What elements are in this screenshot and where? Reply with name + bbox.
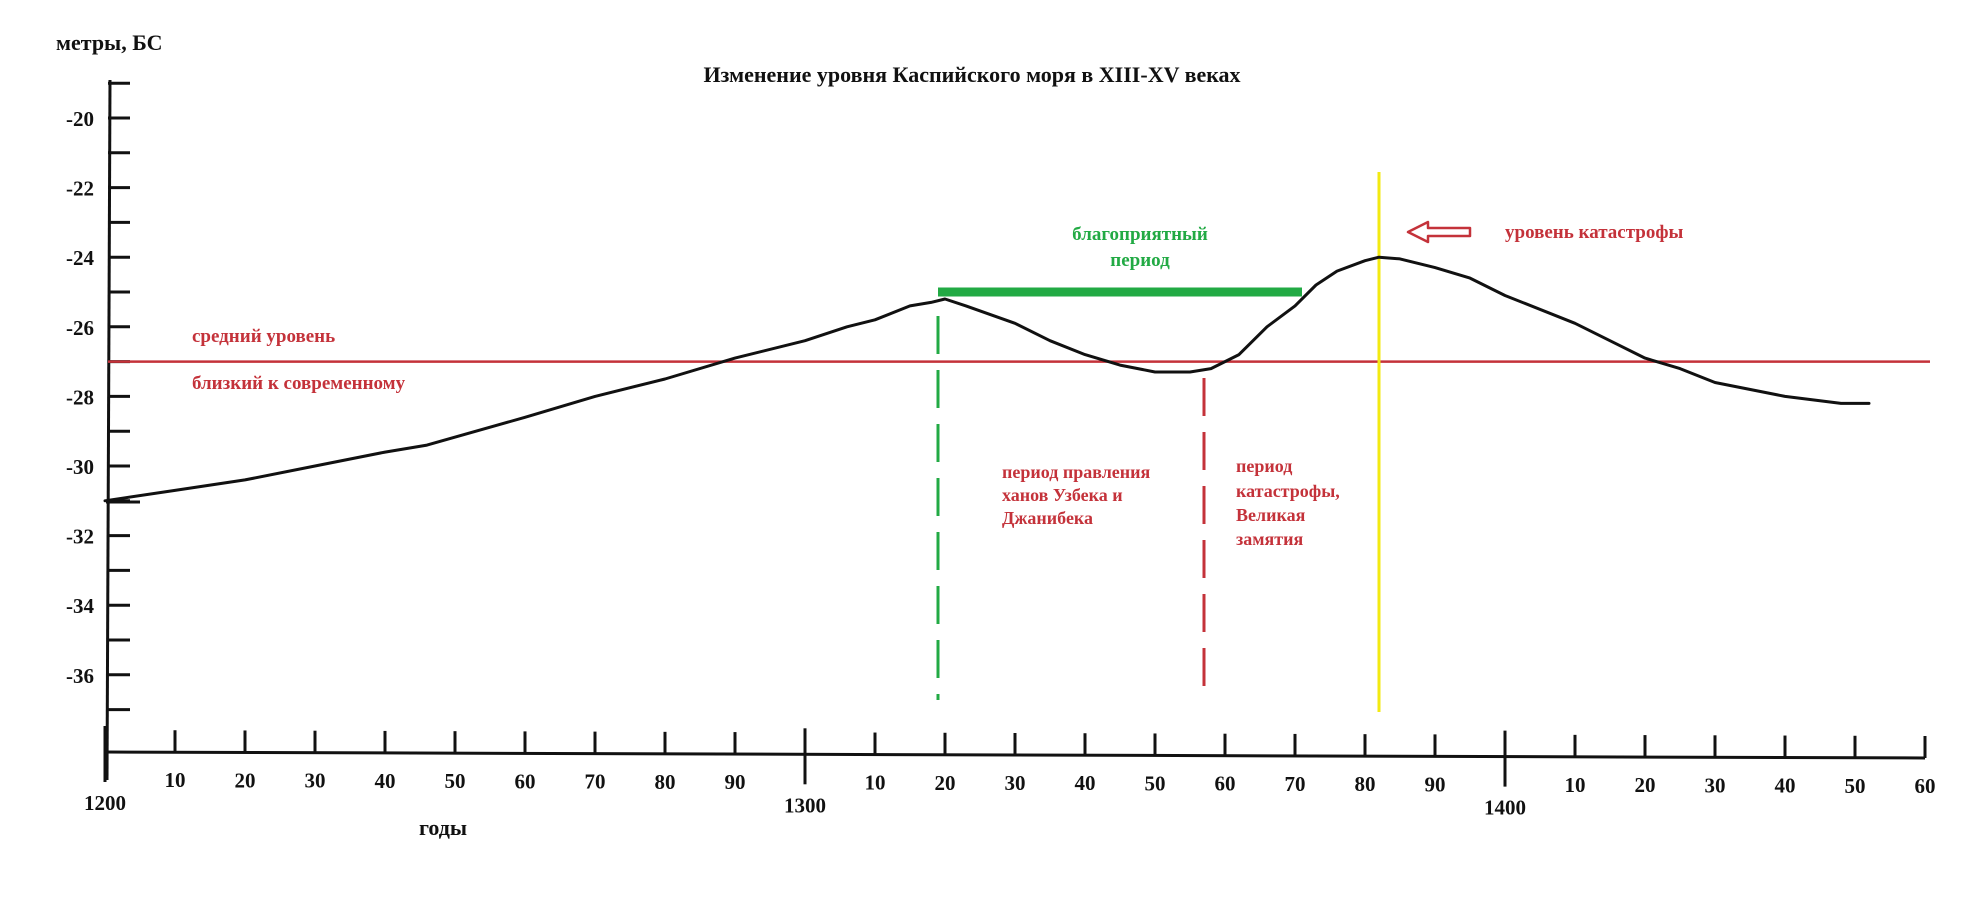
x-decade-label: 30 [1005,771,1026,795]
left-arrow-icon [1406,220,1472,244]
x-decade-label: 20 [1635,773,1656,797]
uzbek-janibek-label-1: период правления [1002,462,1151,482]
x-decade-label: 50 [1845,774,1866,798]
x-decade-label: 40 [375,769,396,793]
great-troubles-label-4: замятия [1236,529,1303,549]
favorable-period-label-1: благоприятный [1072,224,1208,245]
x-decade-label: 60 [1215,772,1236,796]
x-decade-label: 40 [1775,774,1796,798]
y-tick-label: -36 [66,664,94,688]
uzbek-janibek-label-3: Джанибека [1002,508,1093,528]
y-tick-label: -28 [66,385,94,409]
average-level-label-1: средний уровень [192,326,335,347]
great-troubles-label-3: Великая [1236,505,1306,525]
y-axis-label: метры, БС [56,30,163,55]
uzbek-janibek-label-2: ханов Узбека и [1002,485,1123,505]
y-tick-label: -26 [66,316,94,340]
x-century-label: 1200 [84,791,126,815]
y-tick-label: -30 [66,455,94,479]
great-troubles-label-1: период [1236,456,1292,476]
x-century-label: 1300 [784,793,826,817]
x-decade-label: 10 [1565,773,1586,797]
y-tick-label: -20 [66,107,94,131]
x-decade-label: 20 [235,768,256,792]
x-century-label: 1400 [1484,796,1526,820]
catastrophe-level-label: уровень катастрофы [1505,222,1683,243]
favorable-period-label-2: период [1110,250,1170,271]
y-tick-label: -24 [66,246,94,270]
x-decade-label: 70 [1285,772,1306,796]
sea-level-series-line [103,255,1871,503]
y-tick-label: -22 [66,177,94,201]
x-decade-label: 30 [305,769,326,793]
x-decade-label: 80 [1355,772,1376,796]
x-decade-label: 70 [585,770,606,794]
x-decade-label: 10 [865,771,886,795]
y-tick-label: -32 [66,525,94,549]
great-troubles-label-2: катастрофы, [1236,481,1340,501]
x-axis-ticks: 10 20 30 40 50 60 70 80 90 10 20 30 40 50 60 70 80 90 10 20… [84,726,1936,820]
average-level-label-2: близкий к современному [192,373,406,394]
x-axis-label: годы [419,815,467,840]
x-decade-label: 90 [725,770,746,794]
x-decade-label: 40 [1075,771,1096,795]
x-decade-label: 90 [1425,772,1446,796]
chart-title: Изменение уровня Каспийского моря в XIII… [703,62,1240,87]
x-decade-label: 60 [515,769,536,793]
x-decade-label: 30 [1705,773,1726,797]
x-decade-label: 50 [445,769,466,793]
x-decade-label: 20 [935,771,956,795]
y-axis-ticks: -20 -22 -24 -26 -28 -30 -32 -34 -36 [66,81,130,712]
y-tick-label: -34 [66,594,94,618]
x-decade-label: 50 [1145,771,1166,795]
x-decade-label: 60 [1915,774,1936,798]
x-decade-label: 80 [655,770,676,794]
x-decade-label: 10 [165,768,186,792]
